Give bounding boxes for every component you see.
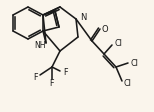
Text: F: F xyxy=(63,68,67,77)
Text: NH: NH xyxy=(34,41,46,50)
Text: N: N xyxy=(80,12,86,21)
Text: Cl: Cl xyxy=(123,79,131,88)
Text: F: F xyxy=(34,73,38,82)
Text: Cl: Cl xyxy=(130,59,138,68)
Text: Cl: Cl xyxy=(114,39,122,48)
Text: O: O xyxy=(102,24,108,33)
Text: F: F xyxy=(49,79,53,88)
